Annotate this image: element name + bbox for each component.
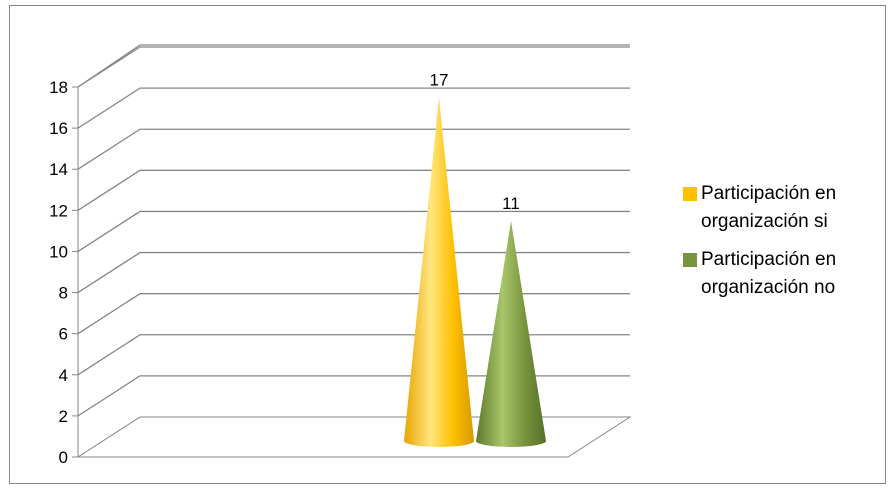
legend-label-si: Participación en organización si	[701, 183, 837, 232]
legend-item-si: Participación en organización si	[683, 180, 883, 236]
floor	[76, 416, 632, 458]
gridline-14	[77, 128, 630, 170]
gridline-16	[77, 87, 630, 129]
data-label-1: 11	[502, 194, 520, 213]
gridline-8	[77, 251, 630, 294]
cone-1	[476, 220, 546, 447]
legend: Participación en organización si Partici…	[683, 180, 883, 312]
gridline-4	[77, 334, 630, 376]
legend-swatch-no	[683, 253, 697, 267]
y-tick-label-0: 0	[59, 448, 68, 467]
y-axis	[72, 86, 79, 458]
y-tick-labels: 0 2 4 6 8 10 12 14 16 18	[49, 78, 68, 467]
cone-marks	[404, 97, 546, 448]
gridline-top-side	[77, 44, 141, 88]
y-tick-label-6: 6	[59, 325, 68, 344]
y-tick-label-10: 10	[49, 242, 68, 261]
data-label-0: 17	[430, 71, 449, 90]
gridline-6	[77, 293, 630, 335]
y-tick-label-14: 14	[49, 160, 68, 179]
legend-label-no: Participación en organización no	[701, 249, 837, 298]
legend-swatch-si	[683, 187, 697, 201]
y-tick-label-8: 8	[59, 284, 68, 303]
gridline-12	[77, 169, 630, 211]
legend-item-no: Participación en organización no	[683, 246, 883, 302]
cone-0	[404, 97, 474, 448]
y-tick-label-12: 12	[49, 201, 68, 220]
y-tick-label-18: 18	[49, 78, 68, 97]
y-tick-label-2: 2	[59, 407, 68, 426]
y-tick-label-16: 16	[49, 119, 68, 138]
gridline-10	[77, 210, 630, 252]
y-tick-label-4: 4	[59, 366, 68, 385]
